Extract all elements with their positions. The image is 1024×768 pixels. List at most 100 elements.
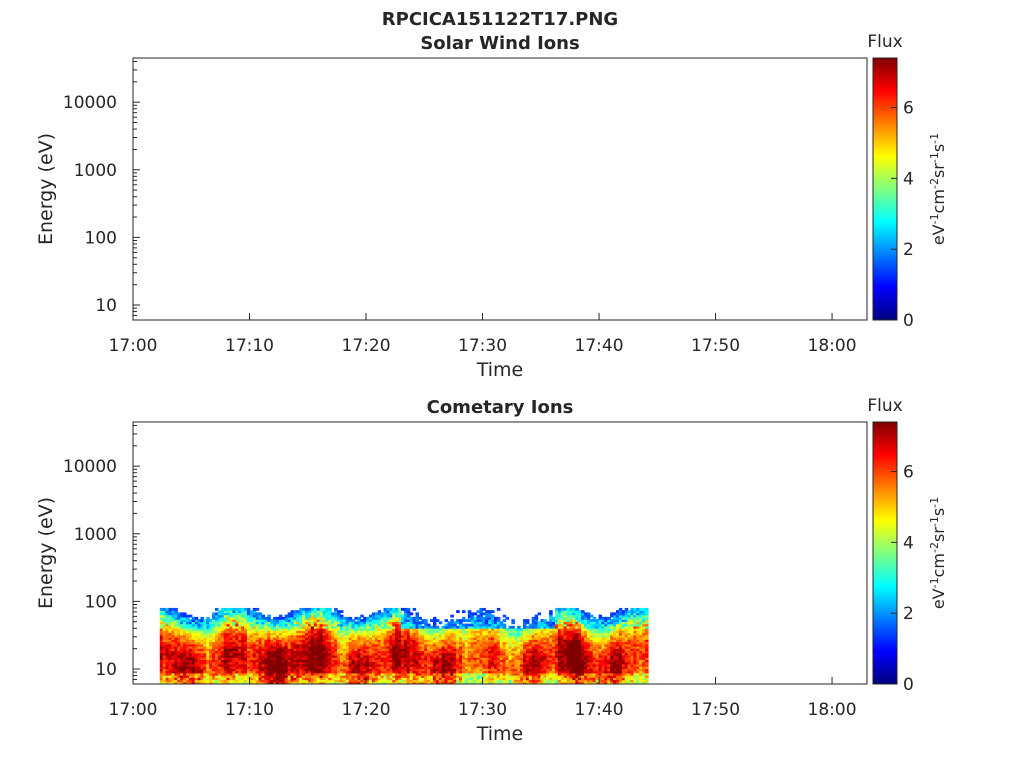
heatmap-cell <box>345 637 350 640</box>
heatmap-cell <box>174 645 178 649</box>
heatmap-cell <box>229 612 234 616</box>
heatmap-cell <box>406 672 411 676</box>
heatmap-cell <box>302 623 306 627</box>
heatmap-cell <box>174 681 178 684</box>
heatmap-cell <box>229 639 234 643</box>
heatmap-cell <box>249 637 254 640</box>
heatmap-cell <box>174 607 178 611</box>
heatmap-cell <box>281 648 286 652</box>
heatmap-cell <box>607 652 611 656</box>
heatmap-cell <box>598 619 603 622</box>
heatmap-cell <box>223 607 228 611</box>
heatmap-cell <box>334 641 338 645</box>
heatmap-cell <box>578 612 582 616</box>
heatmap-cell <box>203 679 207 683</box>
heatmap-cell <box>386 623 390 627</box>
heatmap-cell <box>435 619 440 622</box>
heatmap-cell <box>200 650 204 654</box>
heatmap-cell <box>299 681 303 684</box>
heatmap-cell <box>543 650 547 654</box>
heatmap-cell <box>281 621 286 625</box>
heatmap-cell <box>560 628 565 631</box>
heatmap-cell <box>514 630 518 634</box>
heatmap-cell <box>159 648 164 652</box>
heatmap-cell <box>249 612 254 616</box>
heatmap-cell <box>502 645 507 649</box>
heatmap-cell <box>613 648 617 652</box>
heatmap-cell <box>183 672 187 676</box>
heatmap-cell <box>534 668 539 672</box>
heatmap-cell <box>226 643 231 647</box>
heatmap-cell <box>351 650 356 654</box>
heatmap-cell <box>586 663 591 667</box>
heatmap-cell <box>337 614 341 618</box>
heatmap-cell <box>424 657 428 660</box>
heatmap-cell <box>194 652 199 656</box>
heatmap-cell <box>270 641 274 645</box>
heatmap-cell <box>339 663 344 667</box>
heatmap-cell <box>386 650 390 654</box>
heatmap-cell <box>310 663 315 667</box>
heatmap-cell <box>159 679 164 683</box>
heatmap-cell <box>212 677 216 681</box>
heatmap-cell <box>281 634 286 638</box>
heatmap-cell <box>447 643 451 647</box>
heatmap-cell <box>514 663 518 667</box>
heatmap-cell <box>473 639 478 643</box>
heatmap-cell <box>264 654 268 658</box>
heatmap-cell <box>581 661 585 665</box>
heatmap-cell <box>496 625 501 629</box>
heatmap-cell <box>241 621 245 625</box>
heatmap-cell <box>523 621 527 625</box>
heatmap-cell <box>453 681 457 684</box>
heatmap-cell <box>252 623 257 627</box>
heatmap-cell <box>339 632 344 636</box>
heatmap-cell <box>598 637 603 640</box>
heatmap-cell <box>499 641 504 645</box>
heatmap-cell <box>467 612 472 616</box>
heatmap-cell <box>334 675 338 678</box>
heatmap-cell <box>302 619 306 622</box>
heatmap-cell <box>299 663 303 667</box>
heatmap-cell <box>400 621 405 625</box>
heatmap-cell <box>514 648 518 652</box>
heatmap-cell <box>578 650 582 654</box>
heatmap-cell <box>488 650 492 654</box>
heatmap-cell <box>398 670 402 674</box>
heatmap-cell <box>459 679 463 683</box>
heatmap-cell <box>212 614 216 618</box>
heatmap-cell <box>371 623 376 627</box>
heatmap-cell <box>238 668 242 672</box>
heatmap-cell <box>246 670 251 674</box>
heatmap-cell <box>162 607 167 611</box>
heatmap-cell <box>447 621 451 625</box>
heatmap-cell <box>473 643 478 647</box>
heatmap-cell <box>563 623 568 627</box>
heatmap-cell <box>366 619 370 622</box>
heatmap-cell <box>293 654 297 658</box>
heatmap-cell <box>435 645 440 649</box>
heatmap-cell <box>244 637 248 640</box>
heatmap-cell <box>296 616 300 620</box>
heatmap-cell <box>249 657 254 660</box>
heatmap-cell <box>197 621 202 625</box>
heatmap-cell <box>540 661 544 665</box>
heatmap-cell <box>563 668 568 672</box>
heatmap-cell <box>380 628 385 631</box>
heatmap-cell <box>613 672 617 676</box>
heatmap-cell <box>514 650 518 654</box>
heatmap-cell <box>278 681 283 684</box>
heatmap-cell <box>601 652 605 656</box>
heatmap-cell <box>162 675 167 678</box>
heatmap-cell <box>209 634 213 638</box>
heatmap-cell <box>563 632 568 636</box>
heatmap-cell <box>299 630 303 634</box>
heatmap-cell <box>450 623 454 627</box>
heatmap-cell <box>581 643 585 647</box>
heatmap-cell <box>348 675 353 678</box>
heatmap-cell <box>607 625 611 629</box>
heatmap-cell <box>258 621 263 625</box>
heatmap-cell <box>174 612 178 616</box>
heatmap-cell <box>607 654 611 658</box>
heatmap-cell <box>467 668 472 672</box>
